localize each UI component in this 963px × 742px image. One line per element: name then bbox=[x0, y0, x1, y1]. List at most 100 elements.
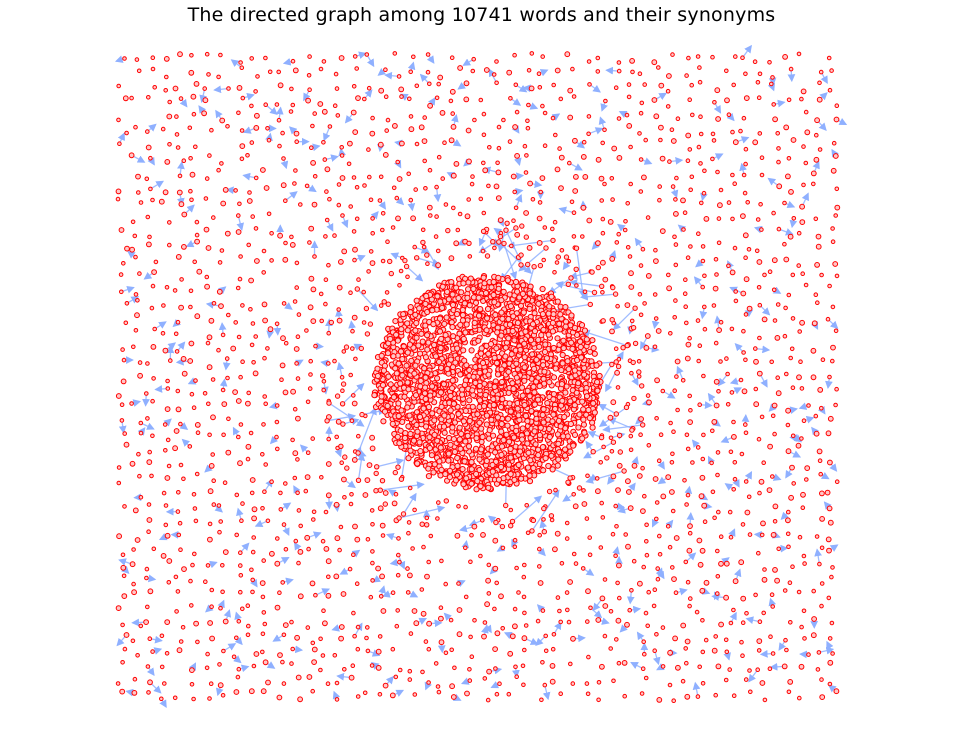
graph-node bbox=[571, 551, 577, 557]
graph-node bbox=[453, 240, 460, 247]
core-node bbox=[463, 321, 470, 328]
graph-node bbox=[716, 327, 722, 334]
graph-node bbox=[413, 620, 420, 627]
core-node bbox=[476, 419, 483, 426]
graph-node bbox=[443, 650, 449, 656]
graph-node bbox=[188, 188, 193, 194]
graph-node bbox=[207, 620, 214, 626]
graph-node bbox=[290, 58, 296, 64]
core-node bbox=[554, 462, 561, 469]
graph-node bbox=[806, 403, 811, 408]
graph-node bbox=[470, 174, 475, 179]
graph-node bbox=[282, 256, 289, 263]
graph-node bbox=[307, 54, 312, 59]
graph-node bbox=[827, 374, 832, 380]
graph-node bbox=[644, 333, 651, 339]
core-node bbox=[521, 377, 528, 384]
graph-node bbox=[675, 116, 681, 121]
graph-node bbox=[421, 138, 428, 145]
graph-node bbox=[239, 156, 245, 162]
graph-node bbox=[195, 430, 201, 436]
graph-node bbox=[207, 536, 213, 543]
graph-node bbox=[210, 452, 215, 457]
graph-node bbox=[564, 51, 571, 58]
graph-node bbox=[744, 611, 749, 616]
graph-node bbox=[788, 494, 794, 501]
graph-node bbox=[504, 220, 510, 227]
graph-node bbox=[585, 588, 591, 595]
graph-node bbox=[753, 346, 758, 351]
graph-node bbox=[467, 667, 472, 672]
graph-node bbox=[309, 580, 316, 587]
graph-node bbox=[494, 580, 500, 586]
graph-node bbox=[783, 124, 790, 131]
graph-node bbox=[827, 87, 833, 93]
core-node bbox=[539, 444, 547, 451]
core-node bbox=[583, 393, 591, 400]
graph-node bbox=[660, 625, 666, 630]
graph-edge bbox=[315, 588, 330, 596]
graph-node bbox=[758, 478, 765, 485]
graph-node bbox=[800, 491, 806, 498]
graph-node bbox=[727, 667, 733, 672]
graph-node bbox=[810, 374, 817, 381]
graph-node bbox=[565, 479, 571, 485]
core-node bbox=[472, 379, 479, 386]
graph-node bbox=[351, 610, 356, 616]
core-node bbox=[538, 332, 545, 339]
graph-node bbox=[767, 443, 773, 450]
graph-node bbox=[629, 370, 634, 376]
graph-node bbox=[426, 646, 432, 652]
core-node bbox=[371, 392, 378, 399]
graph-node bbox=[730, 172, 735, 178]
graph-node bbox=[497, 217, 504, 224]
core-node bbox=[441, 429, 448, 436]
graph-node bbox=[133, 124, 138, 130]
graph-node bbox=[617, 595, 622, 601]
graph-node bbox=[782, 588, 788, 593]
graph-node bbox=[485, 577, 492, 584]
graph-node bbox=[137, 473, 142, 479]
graph-node bbox=[630, 69, 635, 75]
graph-node bbox=[469, 654, 475, 660]
graph-node bbox=[181, 370, 188, 377]
graph-node bbox=[697, 65, 702, 70]
graph-node bbox=[796, 589, 802, 595]
graph-node bbox=[245, 153, 250, 158]
graph-node bbox=[131, 547, 136, 552]
graph-node bbox=[249, 342, 255, 348]
graph-node bbox=[724, 356, 729, 361]
graph-node bbox=[731, 82, 737, 88]
core-node bbox=[432, 353, 439, 360]
core-node bbox=[498, 309, 505, 316]
graph-node bbox=[277, 143, 282, 149]
graph-node bbox=[481, 111, 487, 117]
graph-node bbox=[817, 147, 823, 152]
graph-node bbox=[689, 174, 695, 180]
graph-node bbox=[521, 635, 528, 642]
graph-node bbox=[235, 229, 242, 235]
graph-node bbox=[167, 99, 172, 105]
graph-node bbox=[377, 505, 384, 512]
graph-node bbox=[274, 434, 279, 440]
graph-node bbox=[514, 153, 520, 159]
core-node bbox=[522, 412, 530, 419]
graph-node bbox=[121, 357, 127, 363]
core-node bbox=[500, 288, 507, 295]
core-node bbox=[460, 347, 467, 354]
core-node bbox=[462, 407, 469, 414]
graph-node bbox=[174, 114, 179, 119]
graph-node bbox=[783, 637, 788, 643]
graph-node bbox=[743, 71, 748, 77]
graph-node bbox=[207, 696, 212, 701]
graph-node bbox=[831, 140, 837, 146]
core-node bbox=[482, 391, 489, 399]
core-node bbox=[446, 474, 453, 481]
graph-node bbox=[442, 140, 447, 145]
core-node bbox=[405, 455, 412, 462]
graph-node bbox=[362, 96, 367, 102]
graph-node bbox=[570, 635, 576, 642]
graph-node bbox=[830, 651, 835, 656]
graph-node bbox=[163, 88, 168, 93]
graph-node bbox=[628, 144, 633, 150]
